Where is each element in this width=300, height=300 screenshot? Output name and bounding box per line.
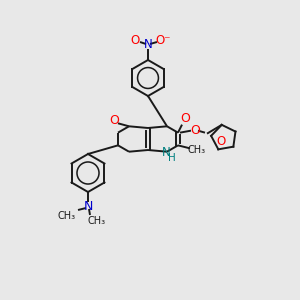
Text: N: N	[83, 200, 93, 212]
Text: O⁻: O⁻	[155, 34, 171, 46]
Text: CH₃: CH₃	[58, 211, 76, 221]
Text: O: O	[180, 112, 190, 125]
Text: N: N	[162, 146, 170, 159]
Text: O: O	[190, 124, 200, 137]
Text: O: O	[130, 34, 140, 46]
Text: O: O	[216, 135, 225, 148]
Text: CH₃: CH₃	[88, 216, 106, 226]
Text: CH₃: CH₃	[188, 146, 206, 155]
Text: O: O	[109, 114, 119, 127]
Text: H: H	[168, 153, 176, 163]
Text: N: N	[144, 38, 152, 52]
